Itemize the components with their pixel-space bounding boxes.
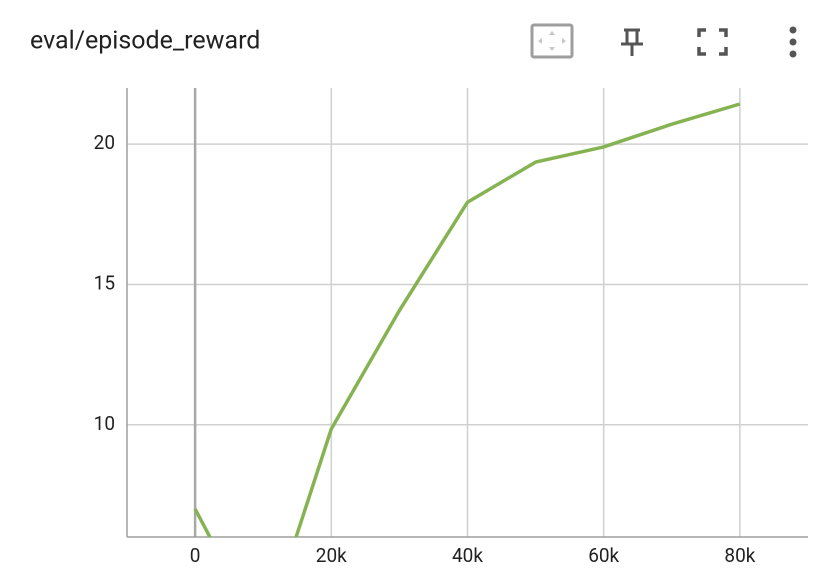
x-tick-label: 20k: [316, 544, 347, 567]
y-tick-label: 20: [94, 131, 115, 154]
fullscreen-button[interactable]: [697, 28, 728, 56]
fit-domain-button[interactable]: [530, 23, 574, 59]
x-tick-label: 40k: [452, 544, 483, 567]
pin-button[interactable]: [621, 28, 643, 56]
series-line: [193, 102, 741, 537]
y-tick-label: 10: [94, 412, 115, 435]
toolbar: [530, 23, 797, 59]
x-tick-label: 0: [190, 544, 201, 567]
y-tick-label: 15: [94, 271, 115, 294]
x-tick-label: 80k: [724, 544, 755, 567]
x-tick-label: 60k: [588, 544, 619, 567]
plot: [193, 102, 741, 537]
chart-title: eval/episode_reward: [30, 27, 260, 56]
more-button[interactable]: [789, 26, 797, 58]
